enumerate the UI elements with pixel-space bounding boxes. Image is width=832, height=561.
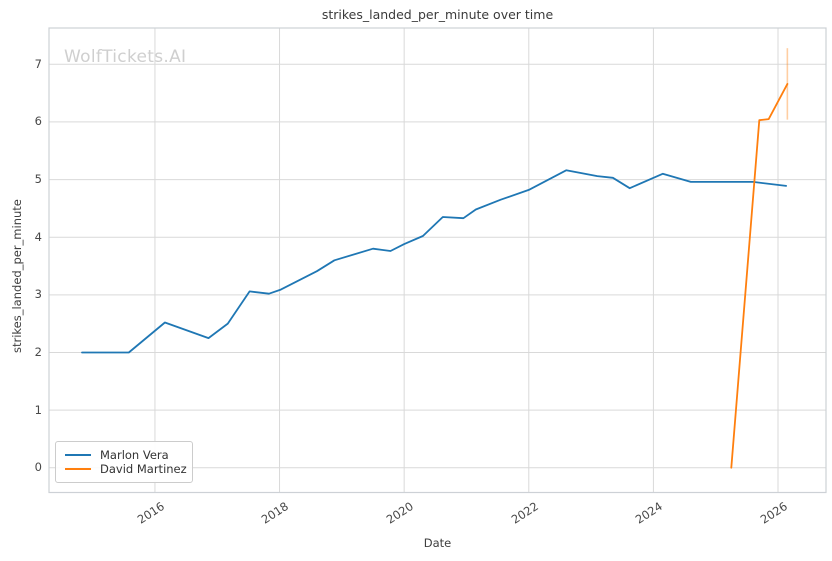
y-tick-label: 1	[34, 402, 42, 417]
legend-label: David Martinez	[100, 462, 187, 476]
y-axis-label: strikes_landed_per_minute	[10, 199, 24, 353]
y-tick-label: 5	[34, 172, 42, 187]
y-tick-label: 3	[34, 287, 42, 302]
y-tick-label: 2	[34, 344, 42, 359]
chart-title: strikes_landed_per_minute over time	[321, 7, 554, 22]
plot-border	[48, 27, 827, 494]
x-axis-label: Date	[423, 536, 452, 550]
y-tick-label: 7	[34, 56, 42, 71]
y-tick-label: 6	[34, 114, 42, 129]
y-tick-label: 0	[34, 460, 42, 475]
series-line-marlon-vera	[81, 169, 787, 354]
legend-item-marlon-vera: Marlon Vera	[65, 448, 183, 462]
legend-line-swatch	[65, 468, 91, 470]
watermark: WolfTickets.AI	[64, 47, 187, 67]
series-line-david-martinez	[730, 83, 789, 469]
legend-item-david-martinez: David Martinez	[65, 462, 187, 476]
legend-label: Marlon Vera	[100, 448, 169, 462]
y-tick-label: 4	[34, 229, 42, 244]
legend-line-swatch	[65, 454, 91, 456]
legend: Marlon Vera David Martinez	[55, 441, 193, 483]
